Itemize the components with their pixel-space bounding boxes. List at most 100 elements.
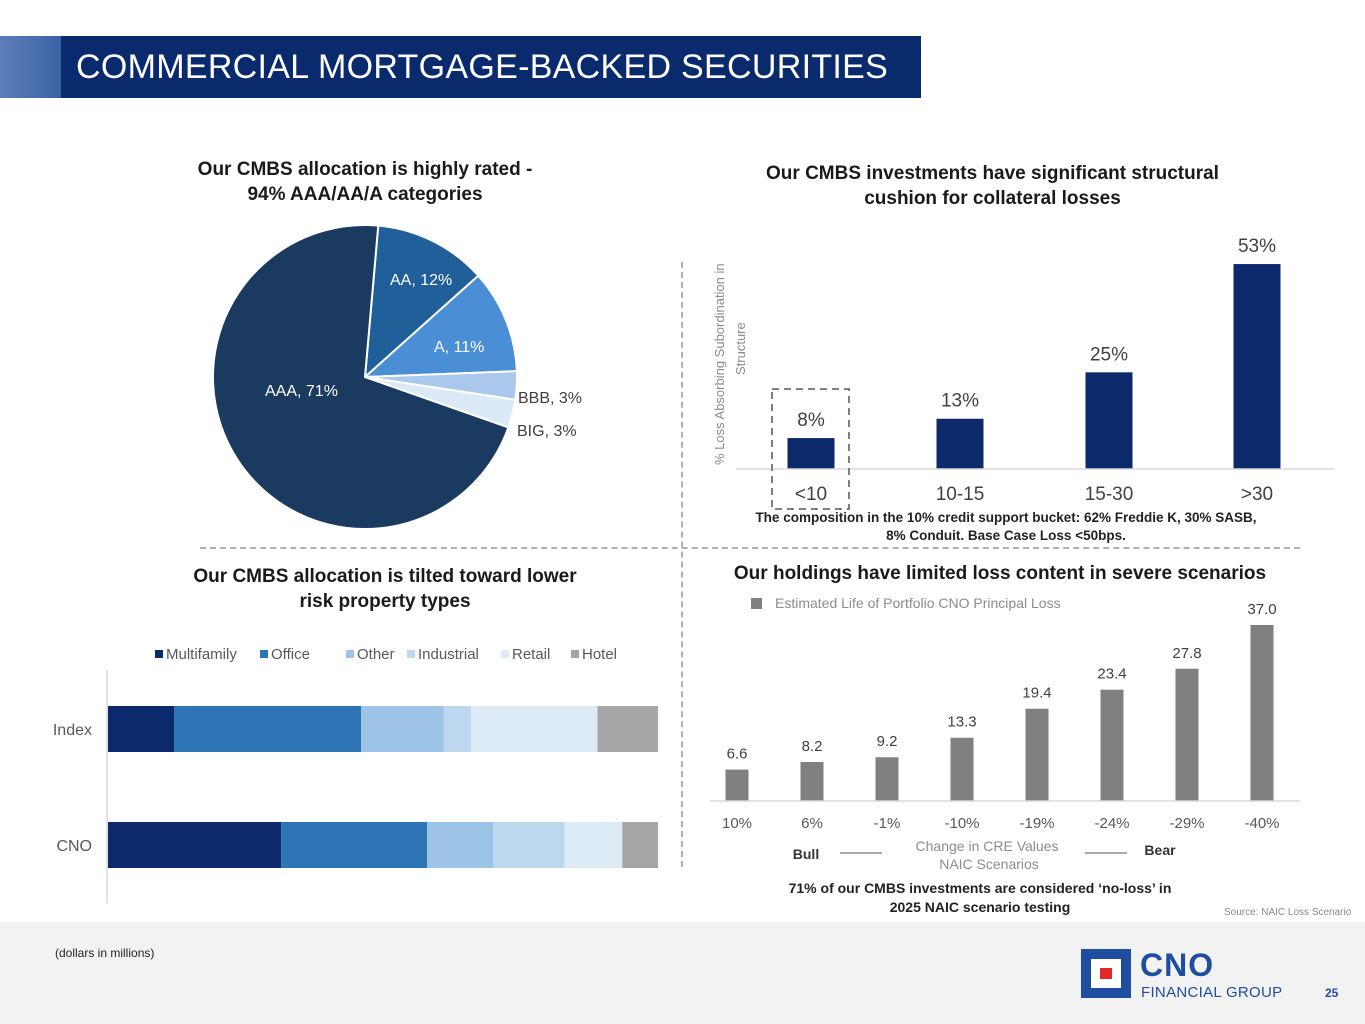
page-title: COMMERCIAL MORTGAGE-BACKED SECURITIES <box>76 48 889 86</box>
loss-legend-label: Estimated Life of Portfolio CNO Principa… <box>775 595 1061 611</box>
loss-category-label: -1% <box>874 815 901 832</box>
loss-category-label: -29% <box>1169 815 1204 832</box>
subordination-bar-15-30 <box>1085 372 1133 469</box>
pie-slice-aaa <box>212 224 510 530</box>
loss-value-label: 19.4 <box>1022 685 1051 702</box>
subordination-note-line1: The composition in the 10% credit suppor… <box>755 510 1257 525</box>
page-number: 25 <box>1325 986 1339 1000</box>
legend-swatch-other <box>346 650 354 658</box>
loss-bar-8 <box>1250 625 1274 801</box>
pie-title-line1: Our CMBS allocation is highly rated - <box>197 159 533 180</box>
subordination-value-label: 53% <box>1238 236 1276 257</box>
bear-label: Bear <box>1144 842 1176 858</box>
subordination-note-line2: 8% Conduit. Base Case Loss <50bps. <box>886 528 1126 543</box>
loss-bar-1 <box>725 769 749 801</box>
stack-segment-index-retail <box>471 706 598 752</box>
loss-legend-swatch <box>751 598 762 609</box>
subordination-ylabel-line1: % Loss Absorbing Subordination in <box>712 263 727 465</box>
logo-text: CNO <box>1140 947 1215 983</box>
stack-segment-index-office <box>174 706 361 752</box>
subordination-bar-chart: 8% <10 13% 10-15 25% 15-30 53% >30 % Loss Absor… <box>712 236 1334 510</box>
loss-value-label: 37.0 <box>1247 601 1276 618</box>
property-title-line2: risk property types <box>299 591 471 612</box>
loss-category-label: 10% <box>722 815 752 832</box>
loss-category-label: 6% <box>801 815 823 832</box>
subordination-chart-title: Our CMBS investments have significant st… <box>700 161 1285 211</box>
category-label-index: Index <box>53 722 92 739</box>
stack-segment-cno-hotel <box>622 822 658 868</box>
loss-bar-6 <box>1100 689 1124 801</box>
pie-slice-a <box>362 274 518 379</box>
property-title-line1: Our CMBS allocation is tilted toward low… <box>193 566 577 587</box>
subordination-value-label: 25% <box>1090 344 1128 365</box>
subordination-category-label: 15-30 <box>1085 484 1134 505</box>
loss-category-label: -40% <box>1244 815 1279 832</box>
loss-chart-title: Our holdings have limited loss content i… <box>733 563 1267 584</box>
stack-segment-index-other <box>361 706 444 752</box>
loss-scenario-chart: Estimated Life of Portfolio CNO Principa… <box>710 595 1300 872</box>
stack-segment-cno-other <box>427 822 493 868</box>
pie-label-bbb: BBB, 3% <box>518 390 582 407</box>
subordination-bar-gt30 <box>1233 264 1281 469</box>
legend-label-hotel: Hotel <box>582 646 617 663</box>
loss-bar-5 <box>1025 708 1049 801</box>
loss-value-label: 8.2 <box>802 738 823 755</box>
legend-label-industrial: Industrial <box>418 646 479 663</box>
loss-category-label: -19% <box>1019 815 1054 832</box>
stack-segment-cno-industrial <box>493 822 565 868</box>
stack-segment-index-industrial <box>443 706 471 752</box>
pie-label-big: BIG, 3% <box>517 423 577 440</box>
loss-value-label: 27.8 <box>1172 645 1201 662</box>
pie-chart-title: Our CMBS allocation is highly rated - 94… <box>140 157 590 207</box>
property-chart-title: Our CMBS allocation is tilted toward low… <box>150 564 620 614</box>
loss-bar-2 <box>800 761 824 801</box>
logo-subtext: FINANCIAL GROUP <box>1141 984 1283 1001</box>
property-type-chart: Multifamily Office Other Industrial Retail Ho… <box>53 646 658 903</box>
source-note: Source: NAIC Loss Scenario <box>1224 907 1352 918</box>
logo-mark-core <box>1100 968 1112 979</box>
legend-label-retail: Retail <box>512 646 550 663</box>
loss-bar-7 <box>1175 668 1199 801</box>
stack-segment-index-hotel <box>597 706 658 752</box>
title-accent <box>0 36 61 98</box>
footer <box>0 922 1365 1024</box>
subordination-bar-lt10 <box>787 438 835 469</box>
stack-segment-cno-office <box>281 822 427 868</box>
loss-value-label: 23.4 <box>1097 666 1126 683</box>
loss-xlabel-line2: NAIC Scenarios <box>939 856 1039 872</box>
pie-label-aa: AA, 12% <box>390 272 452 289</box>
loss-category-label: -10% <box>944 815 979 832</box>
title-bar <box>0 36 921 98</box>
legend-label-office: Office <box>271 646 310 663</box>
legend-swatch-industrial <box>407 650 415 658</box>
stack-segment-index-multifamily <box>108 706 174 752</box>
pie-title-line2: 94% AAA/AA/A categories <box>247 184 483 205</box>
subordination-category-label: <10 <box>795 484 827 505</box>
pie-label-a: A, 11% <box>434 339 484 356</box>
vertical-divider <box>681 262 683 867</box>
loss-note: 71% of our CMBS investments are consider… <box>720 879 1240 917</box>
stack-segment-cno-retail <box>564 822 623 868</box>
loss-value-label: 13.3 <box>947 714 976 731</box>
stack-segment-cno-multifamily <box>108 822 282 868</box>
subordination-value-label: 13% <box>941 391 979 412</box>
loss-note-line2: 2025 NAIC scenario testing <box>889 899 1071 915</box>
subordination-title-line2: cushion for collateral losses <box>864 188 1121 209</box>
legend-label-other: Other <box>357 646 395 663</box>
loss-bar-4 <box>950 737 974 801</box>
subordination-category-label: 10-15 <box>936 484 985 505</box>
loss-note-line1: 71% of our CMBS investments are consider… <box>788 880 1172 896</box>
highlight-box <box>771 388 850 510</box>
horizontal-divider <box>200 547 1300 549</box>
subordination-category-label: >30 <box>1241 484 1273 505</box>
footnote: (dollars in millions) <box>55 946 155 960</box>
pie-label-aaa: AAA, 71% <box>265 383 338 400</box>
legend-label-multifamily: Multifamily <box>166 646 237 663</box>
legend-swatch-office <box>260 650 268 658</box>
loss-xlabel-line1: Change in CRE Values <box>916 838 1059 854</box>
subordination-ylabel-line2: Structure <box>733 322 748 375</box>
legend-swatch-hotel <box>571 650 579 658</box>
subordination-note: The composition in the 10% credit suppor… <box>700 509 1312 545</box>
pie-slice-aa <box>363 224 480 380</box>
loss-category-label: -24% <box>1094 815 1129 832</box>
